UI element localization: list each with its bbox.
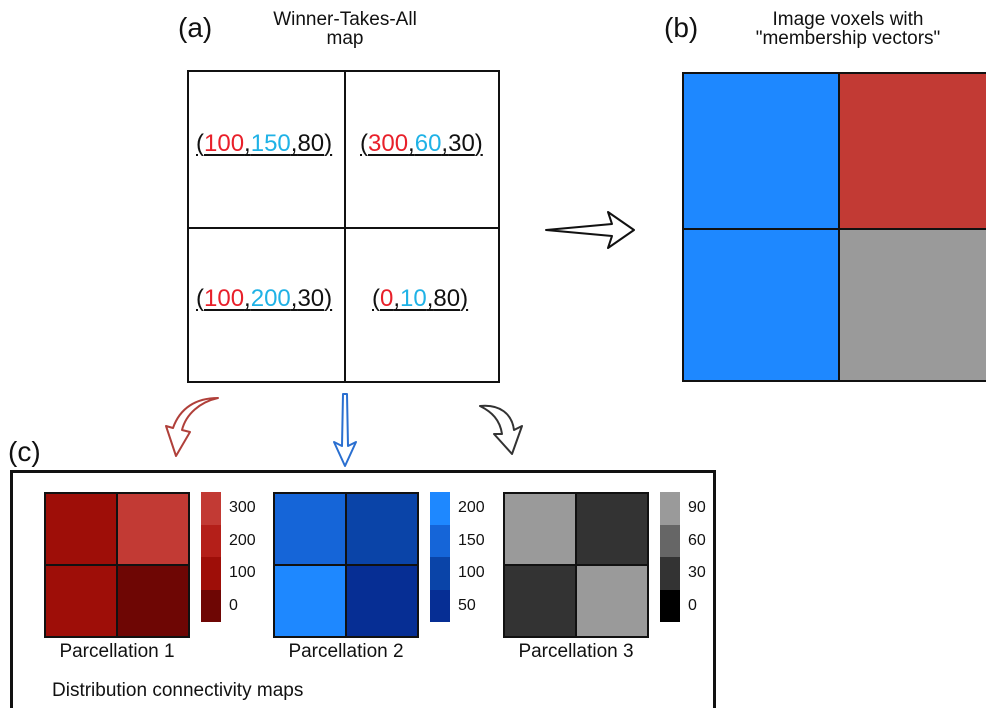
wta-map — [187, 70, 500, 383]
parcellation-2-heatmap — [273, 492, 419, 638]
heatmap-cell — [347, 566, 417, 636]
panel-c-label: (c) — [8, 436, 41, 467]
right-arrow-icon — [545, 211, 635, 249]
colorbar-tick-label: 0 — [229, 596, 238, 614]
wta-divider-vertical — [344, 72, 346, 381]
distribution-maps-caption: Distribution connectivity maps — [52, 680, 304, 701]
colorbar-tick-label: 0 — [688, 596, 697, 614]
panel-a-title-line1: Winner-Takes-All — [273, 9, 417, 30]
colorbar-tick-label: 60 — [688, 531, 706, 549]
colorbar-segment — [201, 524, 221, 557]
wta-divider-horizontal — [189, 227, 498, 229]
heatmap-cell — [275, 494, 345, 564]
heatmap-cell — [505, 566, 575, 636]
wta-cell-bottom-right: (0,10,80) — [372, 285, 469, 312]
colorbar-segment — [430, 589, 450, 622]
curved-arrow-red-icon — [165, 397, 219, 457]
voxel-divider-vertical — [838, 74, 840, 380]
wta-cell-top-left: (100,150,80) — [196, 130, 333, 157]
value-1: 300 — [368, 130, 409, 157]
colorbar-segment — [660, 557, 680, 590]
panel-b-title: Image voxels with "membership vectors" — [724, 10, 972, 48]
colorbar-tick-label: 30 — [688, 564, 706, 582]
value-3: 30 — [297, 285, 325, 312]
parcellation-1-label: Parcellation 1 — [59, 641, 175, 662]
heatmap-cell — [347, 494, 417, 564]
distribution-maps-box — [10, 470, 716, 708]
parcellation-1-heatmap — [44, 492, 190, 638]
colorbar-segment — [201, 557, 221, 590]
colorbar-segment — [430, 492, 450, 525]
value-3: 80 — [297, 130, 325, 157]
voxel-top-right — [840, 74, 986, 228]
parcellation-3-label: Parcellation 3 — [518, 641, 634, 662]
value-3: 30 — [448, 130, 475, 157]
colorbar-tick-label: 100 — [229, 564, 256, 582]
colorbar-tick-label: 90 — [688, 499, 706, 517]
value-1: 100 — [204, 130, 245, 157]
colorbar-segment — [660, 524, 680, 557]
colorbar-tick-label: 300 — [229, 499, 256, 517]
panel-b-title-line1: Image voxels with — [772, 9, 924, 30]
heatmap-cell — [118, 566, 188, 636]
panel-a-title: Winner-Takes-All map — [240, 10, 450, 48]
voxel-bottom-right — [840, 230, 986, 380]
parcellation-3-colorbar — [660, 492, 680, 622]
voxel-bottom-left — [684, 230, 838, 380]
voxel-divider-horizontal — [684, 228, 986, 230]
colorbar-tick-label: 100 — [458, 564, 485, 582]
colorbar-tick-label: 150 — [458, 531, 485, 549]
colorbar-segment — [660, 492, 680, 525]
down-arrow-blue-icon — [333, 393, 357, 467]
heatmap-cell — [505, 494, 575, 564]
parcellation-2-label: Parcellation 2 — [288, 641, 404, 662]
colorbar-segment — [201, 492, 221, 525]
colorbar-segment — [660, 589, 680, 622]
value-2: 200 — [250, 285, 291, 312]
wta-cell-bottom-left: (100,200,30) — [196, 285, 333, 312]
panel-b-label: (b) — [664, 12, 699, 43]
value-2: 150 — [250, 130, 291, 157]
colorbar-tick-label: 50 — [458, 596, 476, 614]
heatmap-cell — [46, 566, 116, 636]
value-1: 100 — [204, 285, 245, 312]
heatmap-cell — [275, 566, 345, 636]
colorbar-segment — [201, 589, 221, 622]
value-1: 0 — [380, 285, 394, 312]
heatmap-cell — [577, 566, 647, 636]
parcellation-1-colorbar — [201, 492, 221, 622]
colorbar-tick-label: 200 — [458, 499, 485, 517]
panel-b-title-line2: "membership vectors" — [755, 28, 941, 49]
heatmap-cell — [118, 494, 188, 564]
colorbar-segment — [430, 557, 450, 590]
panel-a-title-line2: map — [326, 28, 364, 49]
colorbar-segment — [430, 524, 450, 557]
colorbar-tick-label: 200 — [229, 531, 256, 549]
voxel-top-left — [684, 74, 838, 228]
heatmap-cell — [577, 494, 647, 564]
heatmap-cell — [46, 494, 116, 564]
parcellation-2-colorbar — [430, 492, 450, 622]
value-3: 80 — [433, 285, 461, 312]
wta-cell-top-right: (300,60,30) — [360, 130, 483, 157]
membership-voxel-grid — [682, 72, 986, 382]
parcellation-3-heatmap — [503, 492, 649, 638]
value-2: 60 — [414, 130, 442, 157]
panel-a-label: (a) — [178, 12, 213, 43]
curved-arrow-dark-icon — [479, 404, 523, 455]
value-2: 10 — [400, 285, 427, 312]
